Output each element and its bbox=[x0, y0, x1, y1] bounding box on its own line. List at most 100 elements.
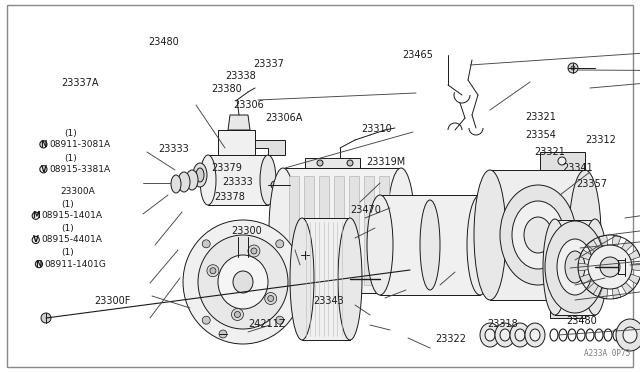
Circle shape bbox=[271, 181, 279, 189]
Text: 23380: 23380 bbox=[211, 84, 242, 94]
Text: 23300: 23300 bbox=[232, 226, 262, 235]
Ellipse shape bbox=[600, 257, 620, 277]
Text: (1): (1) bbox=[64, 154, 77, 163]
Text: 23321: 23321 bbox=[525, 112, 556, 122]
Text: 23480: 23480 bbox=[148, 37, 179, 46]
Circle shape bbox=[268, 295, 274, 301]
Circle shape bbox=[202, 240, 210, 248]
Text: 23319M: 23319M bbox=[366, 157, 405, 167]
Circle shape bbox=[265, 292, 276, 305]
Polygon shape bbox=[490, 170, 585, 300]
Text: 23300A: 23300A bbox=[61, 187, 95, 196]
Text: V: V bbox=[40, 165, 46, 174]
Ellipse shape bbox=[171, 175, 181, 193]
Polygon shape bbox=[289, 176, 299, 285]
Circle shape bbox=[558, 157, 566, 165]
Polygon shape bbox=[580, 274, 591, 284]
Ellipse shape bbox=[557, 239, 593, 295]
Circle shape bbox=[248, 245, 260, 257]
Ellipse shape bbox=[543, 219, 567, 315]
Ellipse shape bbox=[525, 323, 545, 347]
Text: (1): (1) bbox=[61, 200, 74, 209]
Text: 23333: 23333 bbox=[223, 177, 253, 187]
Ellipse shape bbox=[200, 155, 216, 205]
Text: 08915-4401A: 08915-4401A bbox=[42, 235, 102, 244]
Text: 23379: 23379 bbox=[211, 163, 242, 173]
Ellipse shape bbox=[387, 168, 415, 292]
Polygon shape bbox=[599, 288, 608, 299]
Ellipse shape bbox=[183, 220, 303, 344]
Ellipse shape bbox=[569, 170, 601, 300]
Ellipse shape bbox=[420, 200, 440, 290]
Polygon shape bbox=[218, 130, 255, 155]
Ellipse shape bbox=[367, 195, 393, 295]
Ellipse shape bbox=[269, 168, 297, 292]
Ellipse shape bbox=[290, 218, 314, 340]
Polygon shape bbox=[334, 176, 344, 285]
Polygon shape bbox=[628, 250, 640, 260]
Circle shape bbox=[207, 265, 219, 277]
Ellipse shape bbox=[186, 170, 198, 190]
Circle shape bbox=[40, 166, 47, 173]
Text: N: N bbox=[40, 140, 47, 149]
Ellipse shape bbox=[467, 195, 493, 295]
Ellipse shape bbox=[196, 168, 204, 182]
Text: 23343: 23343 bbox=[314, 296, 344, 306]
Circle shape bbox=[32, 212, 39, 219]
Ellipse shape bbox=[260, 155, 276, 205]
Polygon shape bbox=[319, 176, 329, 285]
Ellipse shape bbox=[512, 201, 564, 269]
Ellipse shape bbox=[500, 185, 576, 285]
Text: 23306: 23306 bbox=[234, 100, 264, 110]
Circle shape bbox=[202, 316, 210, 324]
Polygon shape bbox=[364, 176, 374, 285]
Text: 08915-3381A: 08915-3381A bbox=[49, 165, 110, 174]
Circle shape bbox=[317, 160, 323, 166]
Text: V: V bbox=[33, 235, 38, 244]
Circle shape bbox=[234, 311, 241, 317]
Circle shape bbox=[219, 330, 227, 338]
Polygon shape bbox=[628, 274, 640, 284]
Ellipse shape bbox=[480, 323, 500, 347]
Polygon shape bbox=[302, 218, 350, 340]
Circle shape bbox=[41, 313, 51, 323]
Text: 23357: 23357 bbox=[576, 179, 607, 189]
Ellipse shape bbox=[616, 319, 640, 351]
Ellipse shape bbox=[233, 271, 253, 293]
Ellipse shape bbox=[485, 329, 495, 341]
Ellipse shape bbox=[545, 221, 605, 313]
Polygon shape bbox=[304, 176, 314, 285]
Ellipse shape bbox=[218, 255, 268, 309]
Ellipse shape bbox=[565, 251, 585, 283]
Circle shape bbox=[32, 236, 39, 244]
Text: 23337: 23337 bbox=[253, 59, 284, 69]
Text: 23338: 23338 bbox=[225, 71, 256, 81]
Ellipse shape bbox=[583, 219, 607, 315]
Polygon shape bbox=[612, 288, 621, 299]
Circle shape bbox=[35, 260, 42, 268]
Polygon shape bbox=[587, 240, 598, 251]
Circle shape bbox=[300, 250, 310, 260]
Polygon shape bbox=[621, 282, 633, 294]
Text: (1): (1) bbox=[61, 224, 74, 233]
Circle shape bbox=[276, 240, 284, 248]
Text: 23465: 23465 bbox=[402, 50, 433, 60]
Text: 23470: 23470 bbox=[351, 205, 381, 215]
Text: 23354: 23354 bbox=[525, 130, 556, 140]
Polygon shape bbox=[380, 195, 480, 295]
Polygon shape bbox=[379, 176, 389, 285]
Polygon shape bbox=[612, 235, 621, 246]
Text: 23306A: 23306A bbox=[266, 113, 303, 123]
Ellipse shape bbox=[198, 235, 288, 329]
Circle shape bbox=[571, 66, 575, 70]
Circle shape bbox=[210, 268, 216, 274]
Polygon shape bbox=[599, 235, 608, 246]
Ellipse shape bbox=[500, 329, 510, 341]
Circle shape bbox=[251, 248, 257, 254]
Text: 23312: 23312 bbox=[586, 135, 616, 144]
Polygon shape bbox=[550, 300, 585, 318]
Polygon shape bbox=[208, 155, 268, 205]
Polygon shape bbox=[540, 152, 585, 170]
Polygon shape bbox=[305, 158, 360, 168]
Text: 23300F: 23300F bbox=[95, 296, 131, 305]
